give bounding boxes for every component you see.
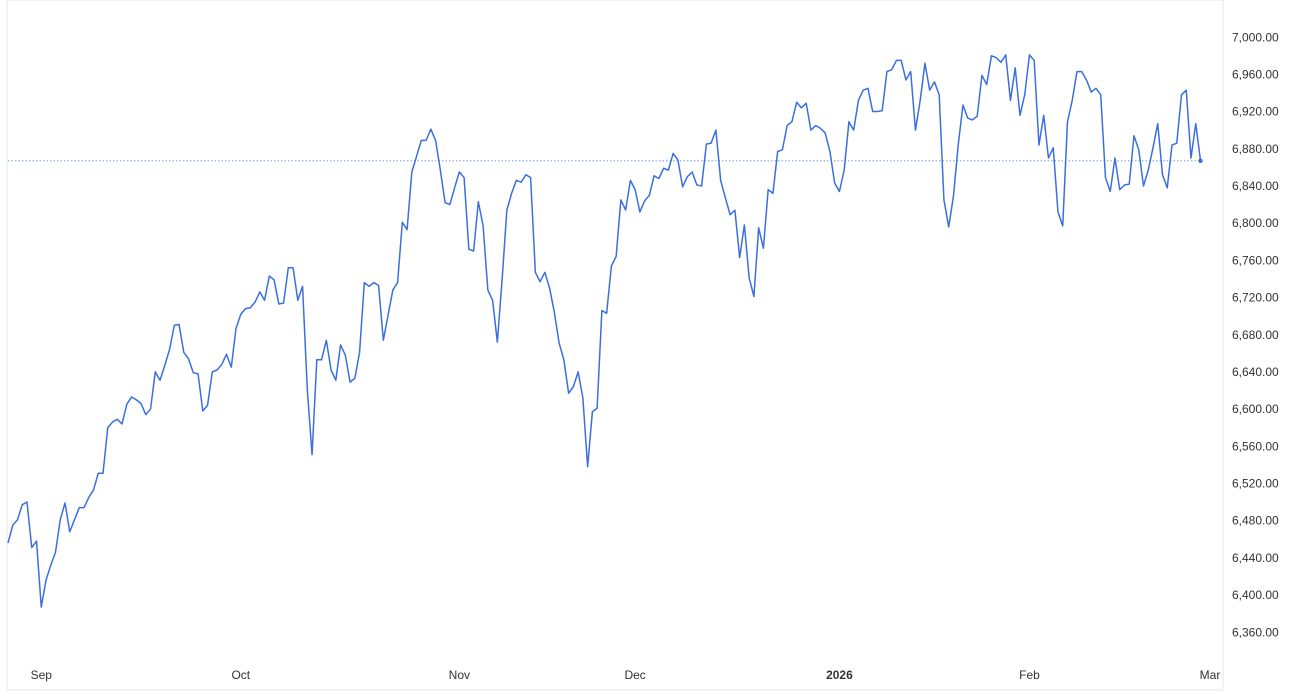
x-tick-label: Dec <box>624 668 645 682</box>
x-tick-label: 2026 <box>826 668 853 682</box>
y-tick-label: 6,440.00 <box>1232 551 1279 565</box>
y-tick-label: 6,360.00 <box>1232 625 1279 639</box>
y-tick-label: 6,520.00 <box>1232 477 1279 491</box>
last-point <box>1198 158 1203 164</box>
y-tick-label: 6,640.00 <box>1232 365 1279 379</box>
y-tick-label: 6,880.00 <box>1232 142 1279 156</box>
y-tick-label: 6,920.00 <box>1232 105 1279 119</box>
y-tick-label: 6,840.00 <box>1232 179 1279 193</box>
y-tick-label: 6,600.00 <box>1232 402 1279 416</box>
x-tick-label: Mar <box>1200 668 1221 682</box>
price-line <box>7 54 1202 608</box>
y-tick-label: 6,960.00 <box>1232 67 1279 81</box>
x-tick-label: Nov <box>449 668 470 682</box>
y-tick-label: 6,400.00 <box>1232 588 1279 602</box>
x-tick-label: Feb <box>1019 668 1040 682</box>
y-tick-label: 6,720.00 <box>1232 291 1279 305</box>
y-tick-label: 6,680.00 <box>1232 328 1279 342</box>
y-tick-label: 6,800.00 <box>1232 216 1279 230</box>
x-tick-label: Sep <box>31 668 53 682</box>
y-tick-label: 7,000.00 <box>1232 30 1279 44</box>
y-tick-label: 6,760.00 <box>1232 253 1279 267</box>
y-tick-label: 6,480.00 <box>1232 514 1279 528</box>
plot-frame <box>6 0 1224 691</box>
y-tick-label: 6,560.00 <box>1232 439 1279 453</box>
x-tick-label: Oct <box>231 668 250 682</box>
